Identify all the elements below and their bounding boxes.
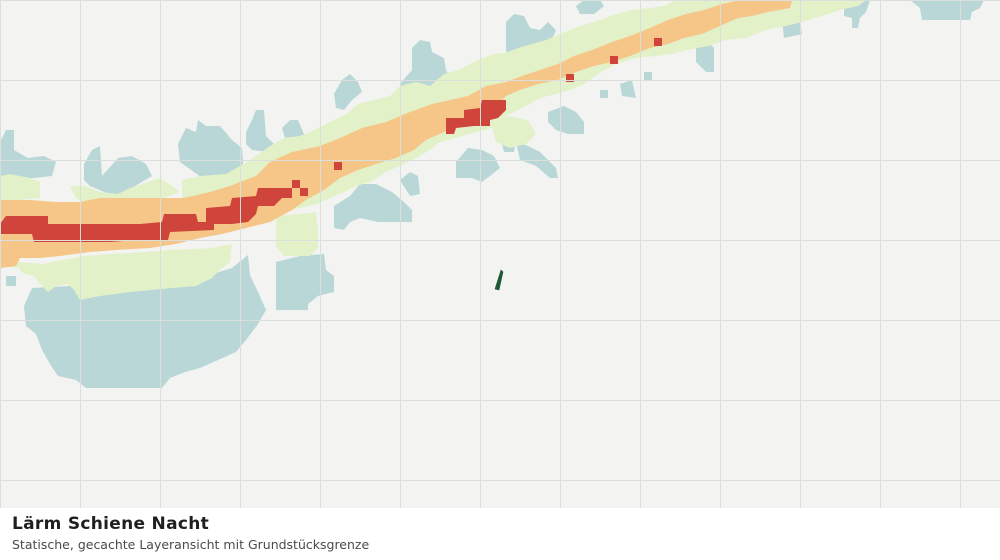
tile-grid xyxy=(0,0,1000,508)
parcel-boundary-marker[interactable] xyxy=(494,269,504,291)
noise-class-medium xyxy=(0,0,792,268)
noise-map xyxy=(0,0,1000,508)
layer-subtitle: Statische, gecachte Layeransicht mit Gru… xyxy=(12,537,370,552)
map-caption: Lärm Schiene Nacht Statische, gecachte L… xyxy=(0,508,1000,560)
map-viewport[interactable] xyxy=(0,0,1000,508)
parcel-boundary-shape[interactable] xyxy=(494,269,504,291)
layer-title: Lärm Schiene Nacht xyxy=(12,514,210,534)
noise-class-high xyxy=(0,38,662,242)
